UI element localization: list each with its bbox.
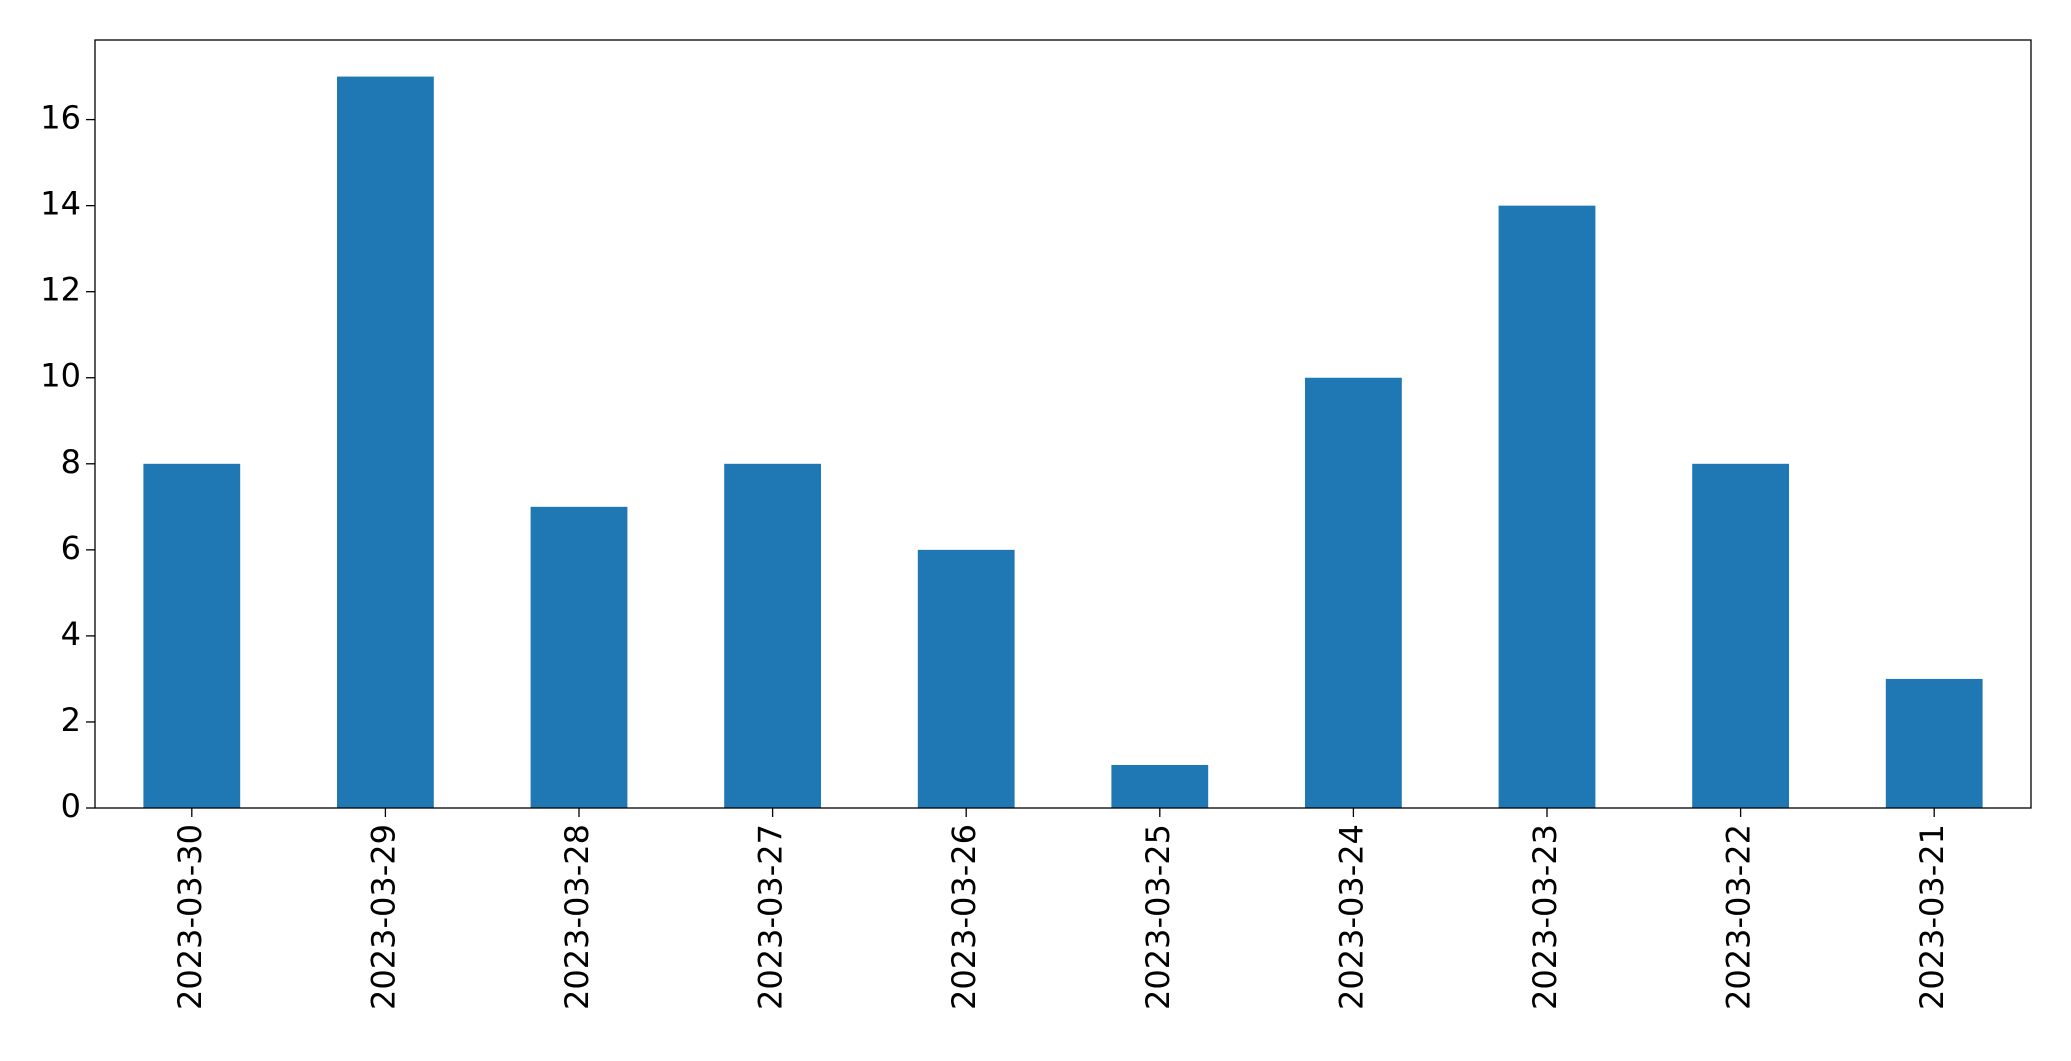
y-tick-label: 16 [40, 99, 81, 137]
bar [1692, 463, 1789, 808]
x-tick-label: 2023-03-28 [558, 824, 596, 1010]
bar [530, 506, 628, 808]
y-tick-label: 4 [61, 615, 81, 653]
bar [1305, 377, 1402, 808]
x-tick-label: 2023-03-25 [1139, 824, 1177, 1010]
bar [337, 76, 434, 809]
y-tick-label: 2 [61, 701, 81, 739]
bar [1111, 764, 1209, 808]
x-tick-label: 2023-03-27 [752, 824, 790, 1010]
x-tick-label: 2023-03-22 [1720, 824, 1758, 1010]
bar [1885, 678, 1983, 808]
bar [143, 463, 241, 808]
bar [917, 549, 1015, 808]
x-tick-label: 2023-03-24 [1332, 824, 1370, 1010]
y-tick-label: 0 [61, 787, 81, 825]
x-tick-label: 2023-03-23 [1526, 824, 1564, 1010]
y-tick-label: 14 [40, 185, 81, 223]
y-tick-label: 8 [61, 443, 81, 481]
x-tick-label: 2023-03-26 [945, 824, 983, 1010]
y-tick-label: 6 [61, 529, 81, 567]
bar [724, 463, 821, 808]
x-tick-label: 2023-03-21 [1913, 824, 1951, 1010]
x-tick-label: 2023-03-30 [171, 824, 209, 1010]
bar [1498, 205, 1596, 808]
plot-frame [94, 39, 2032, 809]
x-tick-label: 2023-03-29 [364, 824, 402, 1010]
y-tick-label: 10 [40, 357, 81, 395]
y-tick-label: 12 [40, 271, 81, 309]
